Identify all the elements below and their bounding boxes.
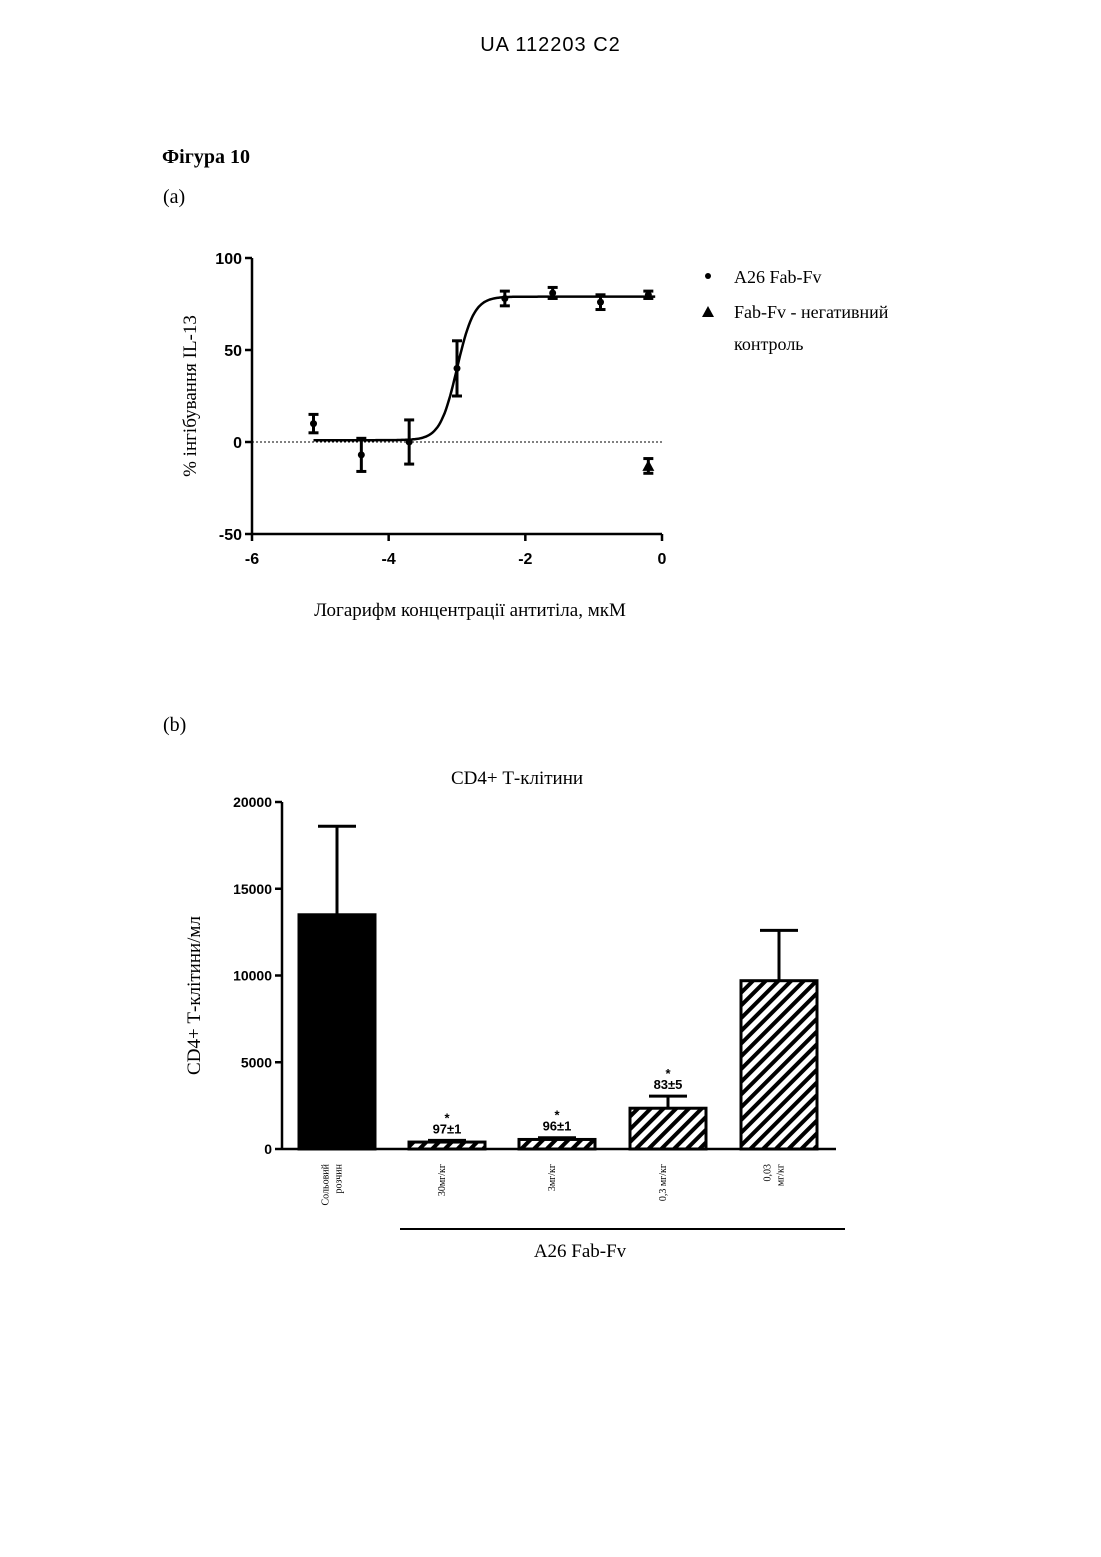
legend-label-a26: A26 Fab-Fv xyxy=(734,267,822,287)
bar xyxy=(630,1108,706,1149)
y-tick-label: -50 xyxy=(219,527,242,544)
legend-marker-circle xyxy=(705,273,711,279)
x-axis-label: Логарифм концентрації антитіла, мкМ xyxy=(314,600,626,621)
legend-label-negative-control-line2: контроль xyxy=(734,334,804,354)
inhibition-dose-response-chart: -50 0 50 100 -6 -4 -2 0 % інгібування IL-13 Логар… xyxy=(180,251,889,621)
legend-label-negative-control-line1: Fab-Fv - негативний xyxy=(734,302,889,322)
y-tick-label: 0 xyxy=(233,435,242,452)
y-axis-label: % інгібування IL-13 xyxy=(180,315,201,477)
group-label: A26 Fab-Fv xyxy=(534,1241,627,1262)
y-tick-label: 100 xyxy=(215,251,242,268)
y-tick-label: 5000 xyxy=(241,1054,272,1070)
bar xyxy=(741,981,817,1149)
category-label: розчин xyxy=(334,1163,345,1193)
cd4-t-cells-bar-chart: CD4+ Т-клітини 0 5000 10000 15000 20000 CD4+ Т… xyxy=(184,768,845,1262)
data-point-negative-control xyxy=(642,460,654,471)
y-tick-label: 20000 xyxy=(233,794,272,810)
bar xyxy=(519,1139,595,1149)
data-point-a26 xyxy=(549,289,556,296)
data-point-a26 xyxy=(310,420,317,427)
category-label: 30мг/кг xyxy=(437,1164,448,1196)
category-label: 3мг/кг xyxy=(547,1164,558,1191)
data-point-a26 xyxy=(645,291,652,298)
data-point-a26 xyxy=(501,295,508,302)
y-tick-label: 50 xyxy=(224,343,242,360)
category-label: Сольовий xyxy=(321,1163,332,1205)
category-label: мг/кг xyxy=(776,1164,787,1186)
y-tick-label: 15000 xyxy=(233,881,272,897)
y-tick-label: 10000 xyxy=(233,968,272,984)
x-tick-label: -2 xyxy=(518,551,532,568)
bar xyxy=(409,1142,485,1149)
y-tick-label: 0 xyxy=(264,1141,272,1157)
data-point-a26 xyxy=(358,451,365,458)
x-tick-label: -6 xyxy=(245,551,259,568)
legend-marker-triangle xyxy=(702,306,714,317)
x-tick-label: -4 xyxy=(382,551,396,568)
x-tick-label: 0 xyxy=(658,551,667,568)
data-point-a26 xyxy=(406,439,413,446)
data-point-a26 xyxy=(454,365,461,372)
y-axis-label: CD4+ Т-клітини/мл xyxy=(184,916,205,1075)
data-point-a26 xyxy=(597,299,604,306)
category-label: 0,03 xyxy=(763,1164,774,1182)
bar xyxy=(299,915,375,1149)
chart-title: CD4+ Т-клітини xyxy=(451,768,583,789)
category-label: 0,3 мг/кг xyxy=(658,1164,669,1201)
fitted-curve xyxy=(314,297,656,441)
